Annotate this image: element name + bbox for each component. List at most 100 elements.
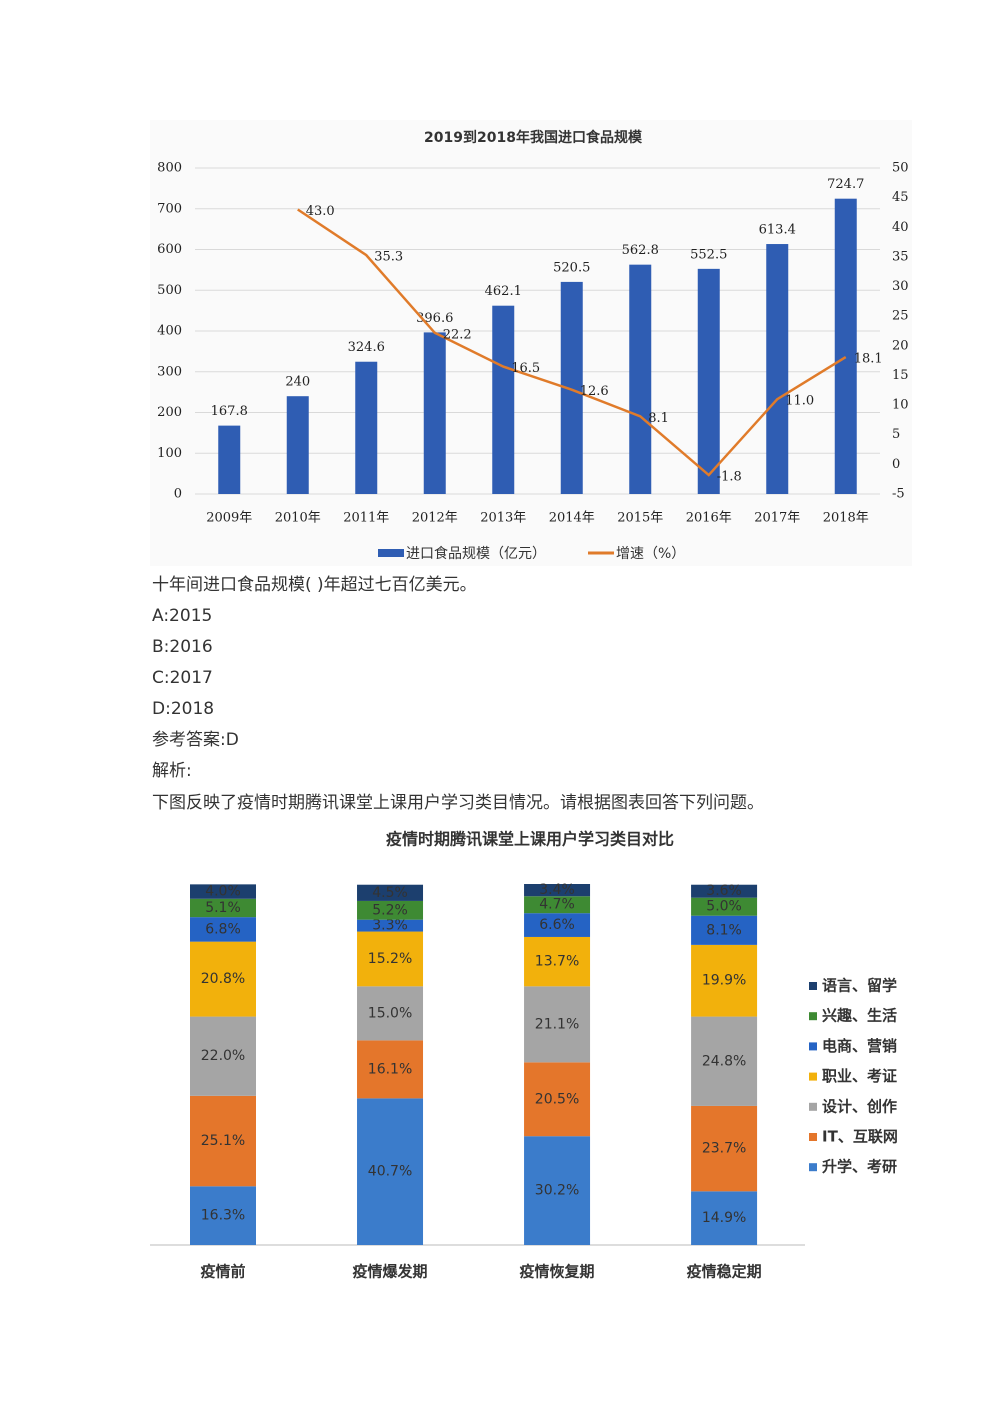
data-label: 5.0% [706,899,742,915]
y2-tick-label: -5 [892,487,905,502]
data-label: 240 [285,375,310,390]
data-label: 22.0% [201,1048,245,1064]
bar-segment [524,884,591,897]
y2-tick-label: 45 [892,190,909,205]
x-tick-label: 2016年 [686,511,732,526]
x-tick-label: 2013年 [480,511,526,526]
data-label: 613.4 [759,223,796,238]
x-tick-label: 疫情恢复期 [520,1263,595,1281]
data-label: 520.5 [553,260,590,275]
bar-segment [691,915,758,945]
bar-segment [524,1062,591,1137]
legend-swatch [809,1012,817,1021]
data-label: 20.8% [201,971,245,987]
legend-swatch [809,982,817,990]
y2-tick-label: 5 [892,427,900,442]
data-label: 8.1% [706,922,742,938]
y-tick-label: 0 [174,487,182,502]
bar-segment [691,1191,758,1245]
bar-segment [524,986,591,1063]
bar [560,281,583,494]
x-tick-label: 疫情爆发期 [353,1263,428,1281]
legend-swatch [809,1133,817,1141]
bar-segment [357,986,424,1041]
bar [423,332,446,494]
x-tick-label: 2018年 [823,511,869,526]
bar-segment [524,936,591,987]
option: C:2017 [152,668,213,688]
data-label: 3.6% [706,883,742,899]
data-label: 552.5 [690,247,727,262]
data-label: 167.8 [211,404,248,419]
legend-swatch [378,549,404,557]
x-tick-label: 疫情稳定期 [687,1263,762,1281]
legend-swatch [809,1042,817,1051]
chart-bg [150,120,912,566]
bar [697,268,720,494]
legend-label: 电商、营销 [822,1037,897,1055]
bar-segment [190,884,256,899]
bar-segment [357,1098,424,1245]
data-label: 19.9% [702,973,746,989]
legend-swatch [809,1102,817,1111]
x-tick-label: 疫情前 [200,1263,245,1281]
bar [355,361,378,494]
data-label: 13.7% [535,954,579,970]
bar [218,425,241,494]
option: B:2016 [152,637,213,657]
bar-segment [691,884,758,898]
bar-segment [524,896,591,914]
bar-segment [524,1136,591,1245]
bar-segment [357,900,424,920]
data-label: 562.8 [622,243,659,258]
y-tick-label: 700 [157,201,182,216]
bar-segment [357,1040,424,1099]
y2-tick-label: 15 [892,368,909,383]
data-label: 3.3% [372,918,408,934]
legend-label: 增速（%） [616,546,685,562]
bar [286,396,309,494]
y-tick-label: 300 [157,364,182,379]
y2-tick-label: 30 [892,279,909,294]
y2-tick-label: 50 [892,161,909,176]
bar-segment [190,1016,256,1096]
y2-tick-label: 20 [892,338,909,353]
legend-label: 兴趣、生活 [822,1007,897,1025]
x-tick-label: 2014年 [549,511,595,526]
data-label: 4.0% [205,884,241,900]
bar-segment [357,884,424,901]
y2-tick-label: 0 [892,457,900,472]
y2-tick-label: 25 [892,309,909,324]
x-tick-label: 2015年 [617,511,663,526]
legend-label: 设计、创作 [822,1097,897,1115]
data-label: 15.2% [368,951,412,967]
data-label: 12.6 [580,384,609,399]
data-label: 40.7% [368,1164,412,1180]
y-tick-label: 500 [157,283,182,298]
data-label: 14.9% [702,1210,746,1226]
answer: 参考答案:D [152,730,239,750]
y2-tick-label: 35 [892,249,909,264]
y-tick-label: 100 [157,446,182,461]
intro: 下图反映了疫情时期腾讯课堂上课用户学习类目情况。请根据图表回答下列问题。 [152,793,764,813]
bar [492,305,515,494]
data-label: 43.0 [306,204,335,219]
chart-title: 疫情时期腾讯课堂上课用户学习类目对比 [386,830,674,849]
bar [629,264,652,494]
question: 十年间进口食品规模( )年超过七百亿美元。 [152,575,477,595]
bar-segment [691,1105,758,1192]
data-label: 35.3 [374,250,403,265]
data-label: 16.5 [511,361,540,376]
data-label: 5.1% [205,900,241,916]
bar-segment [190,898,256,918]
analysis: 解析: [152,761,192,781]
y-tick-label: 200 [157,405,182,420]
bar-segment [357,931,424,987]
y-tick-label: 400 [157,324,182,339]
data-label: 16.1% [368,1061,412,1077]
legend-label: IT、互联网 [822,1128,898,1146]
data-label: 23.7% [702,1141,746,1157]
x-tick-label: 2009年 [206,511,252,526]
